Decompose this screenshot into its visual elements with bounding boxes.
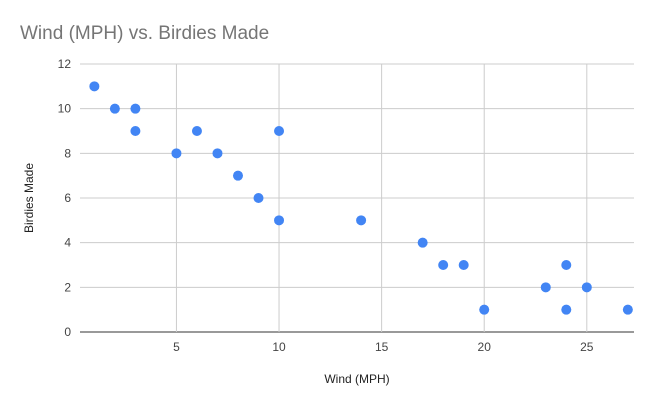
y-tick-label: 12	[58, 57, 72, 71]
y-tick-label: 0	[64, 325, 71, 339]
data-point	[540, 282, 551, 293]
data-point	[356, 215, 367, 226]
data-point	[212, 148, 223, 159]
data-point	[561, 304, 572, 315]
data-point	[274, 126, 285, 136]
grid-layer	[80, 63, 634, 333]
x-tick-label: 5	[173, 340, 180, 354]
x-tick-label: 10	[272, 340, 286, 354]
tick-label-layer: 0 2 4 6 8 10 12 5 10 15 20 25	[58, 57, 594, 354]
data-point	[274, 215, 285, 226]
y-tick-label: 10	[58, 102, 72, 116]
x-axis-label: Wind (MPH)	[324, 372, 389, 386]
y-tick-label: 4	[64, 236, 71, 250]
data-point	[171, 148, 182, 159]
data-point	[191, 126, 202, 136]
y-tick-label: 6	[64, 191, 71, 205]
data-point	[438, 260, 449, 270]
data-point	[458, 260, 469, 270]
x-tick-label: 15	[375, 340, 389, 354]
data-point	[232, 170, 243, 181]
data-point	[417, 237, 428, 248]
data-point	[253, 193, 264, 203]
data-point	[109, 103, 120, 114]
data-point-layer	[89, 81, 633, 315]
data-point	[581, 282, 592, 293]
y-axis-label: Birdies Made	[22, 163, 36, 233]
data-point	[130, 103, 141, 114]
data-point	[130, 126, 141, 136]
y-tick-label: 2	[64, 280, 71, 294]
data-point	[622, 304, 633, 315]
y-tick-label: 8	[64, 146, 71, 160]
data-point	[561, 260, 572, 270]
x-tick-label: 25	[580, 340, 594, 354]
data-point	[89, 81, 100, 92]
data-point	[479, 304, 490, 315]
x-tick-label: 20	[478, 340, 492, 354]
chart-title: Wind (MPH) vs. Birdies Made	[20, 23, 269, 44]
